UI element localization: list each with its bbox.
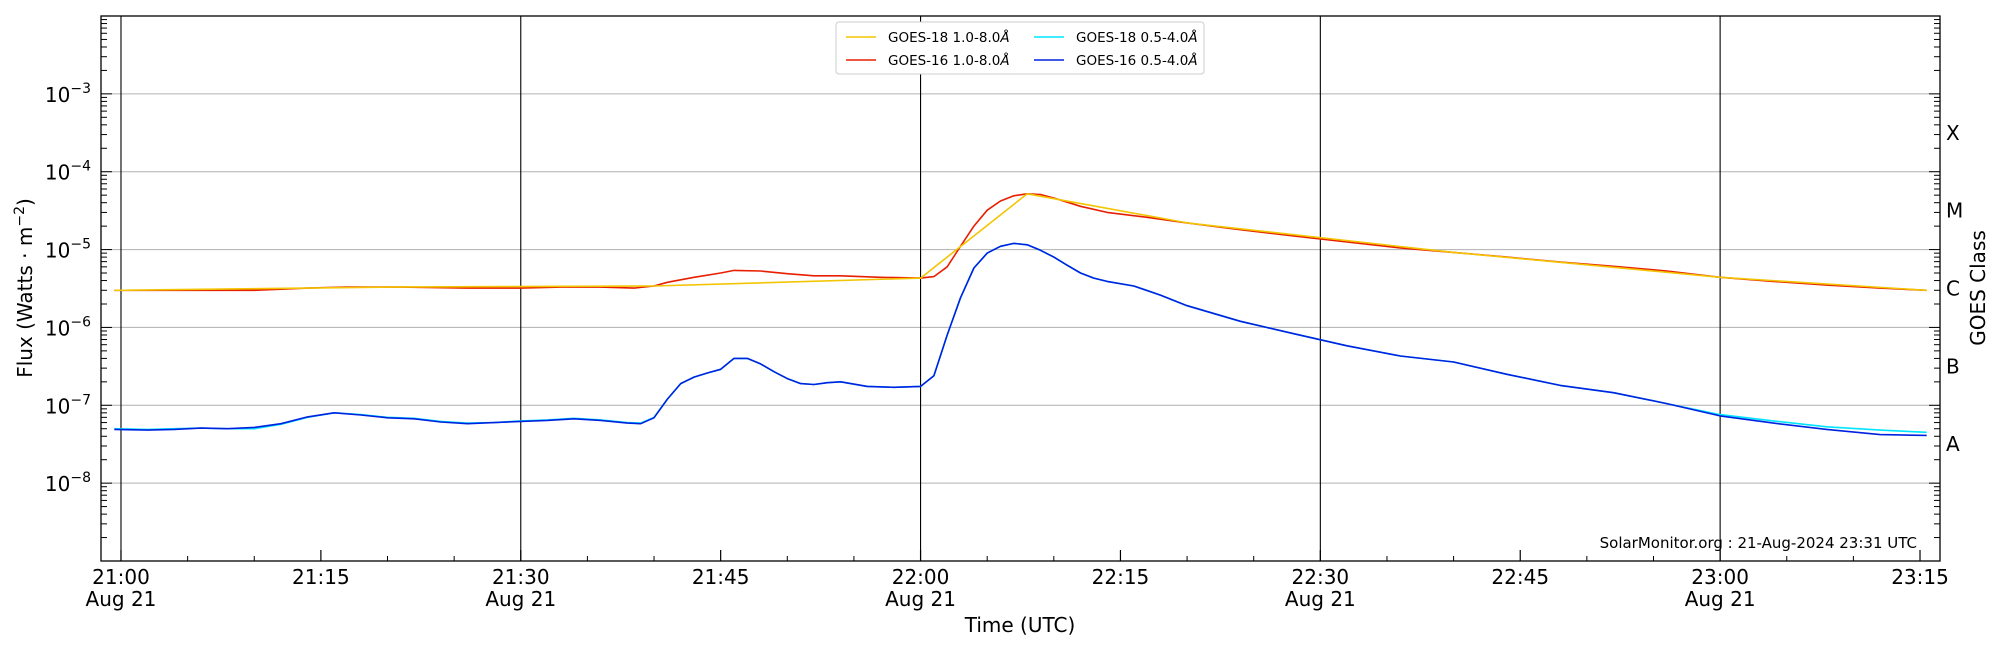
y-tick-label-exponent: −5 bbox=[70, 237, 91, 253]
plot-frame bbox=[100, 15, 1941, 562]
x-tick-label-time: 22:30 bbox=[1292, 565, 1350, 589]
y-tick-label-exponent: −8 bbox=[70, 470, 91, 486]
x-tick-label-date: Aug 21 bbox=[86, 587, 157, 611]
y-tick-label-base: 10 bbox=[45, 316, 70, 340]
y-tick-label-exponent: −7 bbox=[70, 392, 91, 408]
y-axis-title-exponent: −2 bbox=[12, 206, 28, 227]
y-axis-title-left: Flux (Watts · m−2) bbox=[12, 198, 37, 378]
legend-label-goes-18-0-5-4-0: GOES-18 0.5-4.0Å bbox=[1076, 29, 1198, 46]
x-tick-label-time: 22:15 bbox=[1092, 565, 1150, 589]
legend: GOES-18 1.0-8.0Å GOES-18 0.5-4.0Å GOES-16 … bbox=[835, 21, 1205, 75]
x-tick-label-date: Aug 21 bbox=[485, 587, 556, 611]
x-tick-label-date: Aug 21 bbox=[885, 587, 956, 611]
legend-unit: Å bbox=[999, 52, 1009, 69]
x-tick-label-time: 22:45 bbox=[1491, 565, 1549, 589]
y-tick-label-base: 10 bbox=[45, 472, 70, 496]
y-tick-label: 10−5 bbox=[45, 237, 91, 263]
legend-label-goes-16-0-5-4-0: GOES-16 0.5-4.0Å bbox=[1076, 52, 1198, 69]
y-tick-label-base: 10 bbox=[45, 161, 70, 185]
x-tick-label-time: 21:15 bbox=[292, 565, 350, 589]
y-axis-title-right: GOES Class bbox=[1966, 230, 1990, 346]
x-tick-label-time: 22:00 bbox=[892, 565, 950, 589]
goes-class-c: C bbox=[1946, 277, 1960, 301]
y-tick-label-base: 10 bbox=[45, 394, 70, 418]
goes-class-b: B bbox=[1946, 354, 1960, 378]
series-line-goes-18-1-0-8-0 bbox=[114, 193, 1927, 292]
x-tick-label-date: Aug 21 bbox=[1285, 587, 1356, 611]
y-axis-title-close: ) bbox=[13, 198, 37, 206]
gridlines bbox=[101, 93, 1940, 484]
legend-label-goes-16-1-0-8-0: GOES-16 1.0-8.0Å bbox=[888, 52, 1010, 69]
legend-box bbox=[835, 21, 1205, 75]
x-tick-label-time: 23:15 bbox=[1891, 565, 1949, 589]
x-axis-title: Time (UTC) bbox=[964, 613, 1076, 637]
series-line-goes-16-0-5-4-0 bbox=[114, 242, 1927, 437]
y-axis-title-main: Flux (Watts · m bbox=[13, 227, 37, 378]
y-tick-label-exponent: −4 bbox=[70, 159, 91, 175]
legend-label-goes-18-1-0-8-0: GOES-18 1.0-8.0Å bbox=[888, 29, 1010, 46]
x-tick-label-time: 23:00 bbox=[1691, 565, 1749, 589]
x-tick-label-time: 21:45 bbox=[692, 565, 750, 589]
y-tick-label: 10−4 bbox=[45, 159, 91, 185]
credit-text: SolarMonitor.org : 21-Aug-2024 23:31 UTC bbox=[1600, 534, 1917, 552]
series-line-goes-16-1-0-8-0 bbox=[114, 193, 1927, 292]
y-tick-label-exponent: −3 bbox=[70, 81, 91, 97]
y-tick-label: 10−8 bbox=[45, 470, 91, 496]
x-tick-label-date: Aug 21 bbox=[1685, 587, 1756, 611]
y-tick-label-base: 10 bbox=[45, 239, 70, 263]
x-tick-label-time: 21:00 bbox=[92, 565, 150, 589]
goes-class-labels: A B C M X bbox=[1946, 121, 1963, 456]
goes-class-a: A bbox=[1946, 432, 1960, 456]
goes-class-x: X bbox=[1946, 121, 1960, 145]
y-tick-label: 10−3 bbox=[45, 81, 91, 107]
goes-class-m: M bbox=[1946, 199, 1963, 223]
axis-ticks bbox=[101, 15, 1940, 562]
vertical-time-markers bbox=[120, 16, 1721, 561]
x-tick-label-time: 21:30 bbox=[492, 565, 550, 589]
y-tick-label: 10−6 bbox=[45, 314, 91, 340]
legend-unit: Å bbox=[1187, 29, 1197, 46]
legend-unit: Å bbox=[999, 29, 1009, 46]
y-tick-label-base: 10 bbox=[45, 83, 70, 107]
y-tick-label: 10−7 bbox=[45, 392, 91, 418]
y-tick-label-exponent: −6 bbox=[70, 314, 91, 330]
flux-series bbox=[114, 193, 1927, 437]
legend-unit: Å bbox=[1187, 52, 1197, 69]
